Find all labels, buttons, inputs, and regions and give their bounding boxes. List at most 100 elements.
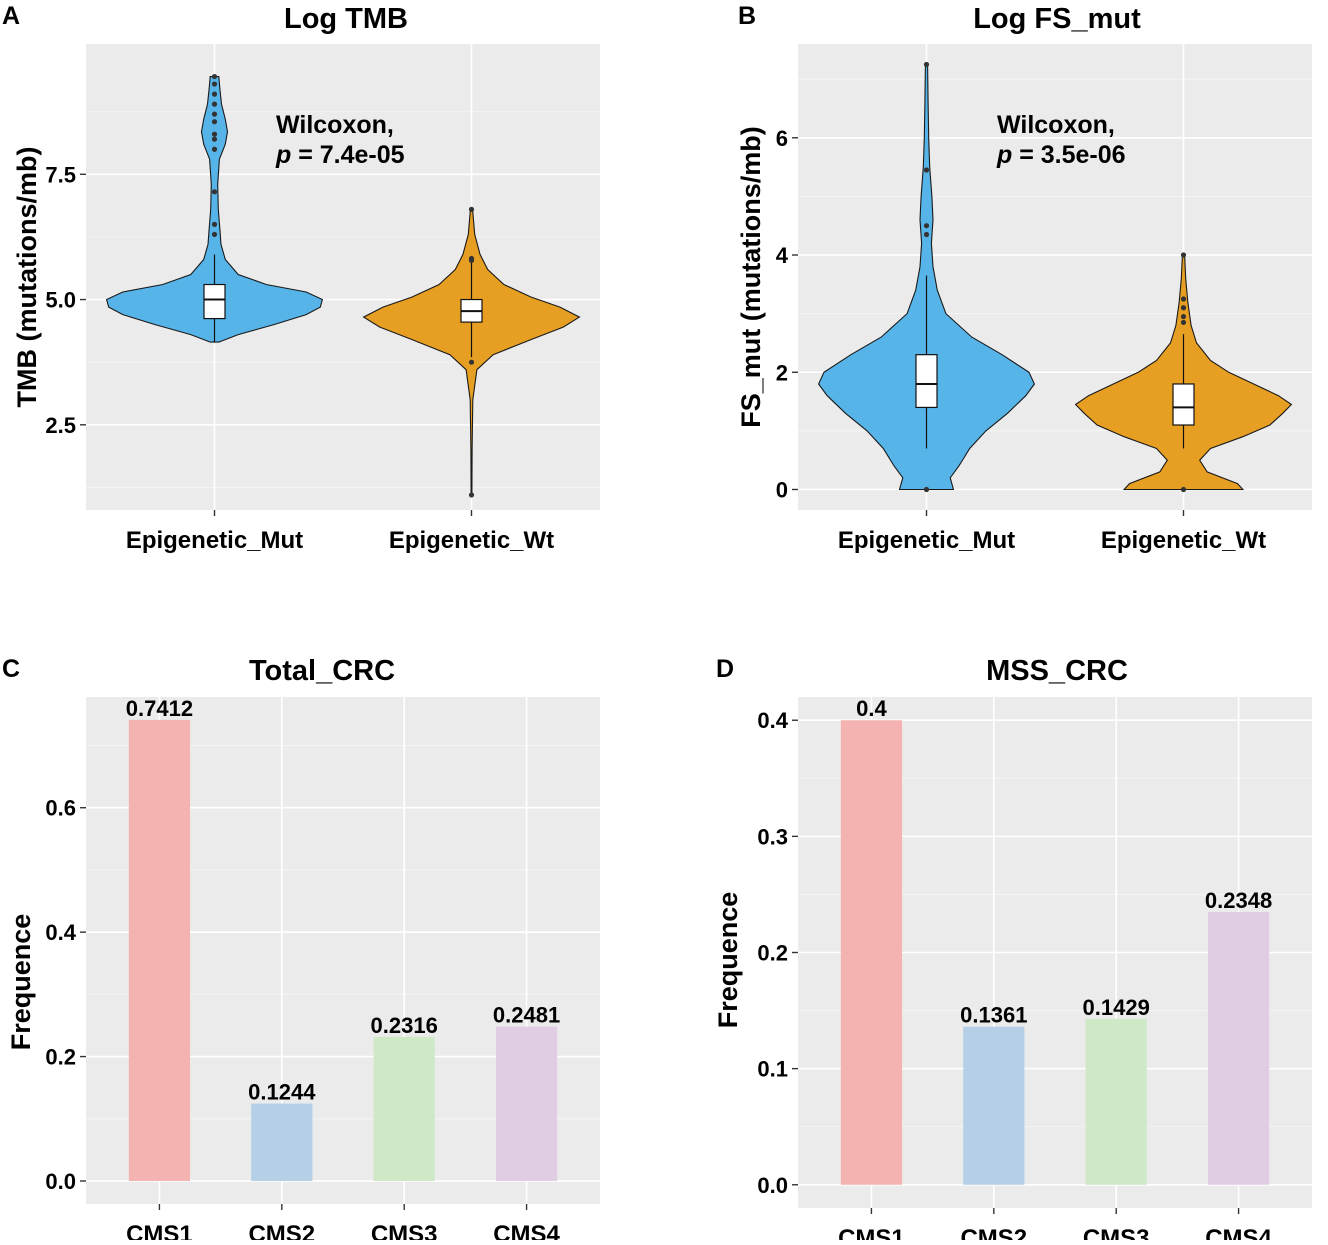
outlier-point xyxy=(1180,305,1187,311)
outlier-point xyxy=(211,119,218,125)
y-tick-label: 6 xyxy=(776,126,788,151)
outlier-point xyxy=(211,231,218,238)
outlier-point xyxy=(211,73,218,80)
x-tick-label: Epigenetic_Wt xyxy=(1101,527,1266,554)
outlier-point xyxy=(468,492,475,498)
bar-cms4 xyxy=(495,1026,558,1181)
bar-value-label: 0.1429 xyxy=(1083,995,1150,1020)
outlier-point xyxy=(211,101,218,107)
panel-c: C Total_CRC 0.7412 0.1244 0.2316 0.2481 0.0… xyxy=(2,655,600,1245)
x-tick-label: Epigenetic_Mut xyxy=(126,527,303,554)
y-tick-label: 0.2 xyxy=(45,1045,76,1070)
y-axis-title: Frequence xyxy=(6,914,36,1051)
y-tick-label: 0 xyxy=(776,477,788,502)
bar-value-label: 0.4 xyxy=(856,696,887,721)
y-tick-label: 2.5 xyxy=(45,413,76,438)
x-tick-label: Epigenetic_Wt xyxy=(389,527,554,554)
outlier-point xyxy=(211,91,218,97)
panel-a: A Log TMB 2.55.07.5 Epigenetic_Mut Epigen… xyxy=(2,2,600,554)
bar-value-label: 0.2348 xyxy=(1205,888,1272,913)
y-tick-label: 0.4 xyxy=(45,920,76,945)
x-tick-label: CMS1 xyxy=(838,1225,905,1240)
outlier-point xyxy=(923,167,930,173)
y-axis: 0.0 0.1 0.2 0.3 0.4 xyxy=(757,708,798,1198)
bar-value-label: 0.2481 xyxy=(493,1003,560,1028)
x-tick-label: CMS3 xyxy=(1083,1225,1150,1240)
bar-value-label: 0.2316 xyxy=(371,1013,438,1038)
outlier-point xyxy=(1180,252,1187,258)
outlier-point xyxy=(1180,296,1187,302)
outlier-point xyxy=(1180,313,1187,320)
chart-title: Log TMB xyxy=(284,3,408,35)
p-value-label: p = 3.5e-06 xyxy=(996,141,1126,169)
x-tick-label: CMS4 xyxy=(493,1221,560,1240)
bar-value-label: 0.1244 xyxy=(248,1080,316,1105)
marks xyxy=(817,61,1293,493)
y-tick-label: 0.1 xyxy=(757,1057,788,1082)
bar-cms3 xyxy=(373,1036,435,1181)
y-axis-title: Frequence xyxy=(713,892,743,1029)
y-axis: 0 2 4 6 xyxy=(776,126,798,502)
bar-cms1 xyxy=(128,719,191,1181)
chart-title: Total_CRC xyxy=(249,655,395,687)
bar-cms4 xyxy=(1207,912,1270,1185)
bar-cms1 xyxy=(840,720,903,1185)
bar-value-label: 0.1361 xyxy=(960,1003,1027,1028)
x-tick-label: CMS2 xyxy=(960,1225,1027,1240)
marks: 0.7412 0.1244 0.2316 0.2481 xyxy=(126,696,560,1181)
bar-cms3 xyxy=(1085,1018,1147,1185)
p-symbol: p xyxy=(275,141,291,169)
y-tick-label: 0.3 xyxy=(757,824,788,849)
y-tick-label: 2 xyxy=(776,360,788,385)
x-axis: Epigenetic_Mut Epigenetic_Wt xyxy=(838,510,1266,554)
outlier-point xyxy=(1180,319,1187,326)
outlier-point xyxy=(211,221,218,227)
bar-value-label: 0.7412 xyxy=(126,696,193,721)
outlier-point xyxy=(923,486,930,493)
p-value-label: p = 7.4e-05 xyxy=(275,141,405,169)
p-value: = 3.5e-06 xyxy=(1012,141,1125,169)
y-tick-label: 0.0 xyxy=(757,1173,788,1198)
x-tick-label: CMS2 xyxy=(248,1221,315,1240)
outlier-point xyxy=(468,206,475,212)
violin-epigenetic_mut xyxy=(105,76,324,343)
panel-letter-a: A xyxy=(2,2,20,30)
outlier-point xyxy=(211,189,218,195)
outlier-point xyxy=(468,359,475,365)
y-axis: 2.5 5.0 7.5 xyxy=(45,162,86,438)
outlier-point xyxy=(211,81,218,87)
outlier-point xyxy=(211,111,218,117)
y-tick-label: 0.4 xyxy=(757,708,788,733)
chart-title: Log FS_mut xyxy=(973,3,1141,35)
panel-letter-d: D xyxy=(716,655,734,683)
outlier-point xyxy=(211,131,218,137)
stat-test-label: Wilcoxon, xyxy=(997,111,1115,139)
p-value: = 7.4e-05 xyxy=(291,141,404,169)
x-axis: CMS1 CMS2 CMS3 CMS4 xyxy=(126,1204,561,1245)
panel-b: B Log FS_mut 0 2 4 6 Epigenetic_Mut Epigenet… xyxy=(736,2,1312,554)
outlier-point xyxy=(211,146,218,152)
outlier-point xyxy=(923,61,930,68)
outlier-point xyxy=(211,136,218,142)
plot-panel xyxy=(86,44,600,510)
y-tick-label: 4 xyxy=(776,243,789,268)
y-tick-label: 7.5 xyxy=(45,162,76,187)
outlier-point xyxy=(923,223,930,229)
x-axis: CMS1 CMS2 CMS3 CMS4 xyxy=(838,1208,1273,1245)
p-symbol: p xyxy=(996,141,1012,169)
y-axis: 0.0 0.2 0.4 0.6 xyxy=(45,796,86,1194)
y-axis-title: FS_mut (mutations/mb) xyxy=(736,126,766,428)
box-iqr xyxy=(915,354,938,409)
outlier-point xyxy=(923,231,930,238)
marks: 0.4 0.1361 0.1429 0.2348 xyxy=(840,696,1272,1185)
box-iqr xyxy=(1172,383,1195,426)
y-axis-title: TMB (mutations/mb) xyxy=(12,147,42,408)
outlier-point xyxy=(468,255,475,262)
box-iqr xyxy=(203,283,226,320)
bar-cms2 xyxy=(251,1103,313,1181)
x-tick-label: CMS1 xyxy=(126,1221,193,1240)
panel-letter-b: B xyxy=(738,2,756,30)
outlier-point xyxy=(1180,486,1187,493)
